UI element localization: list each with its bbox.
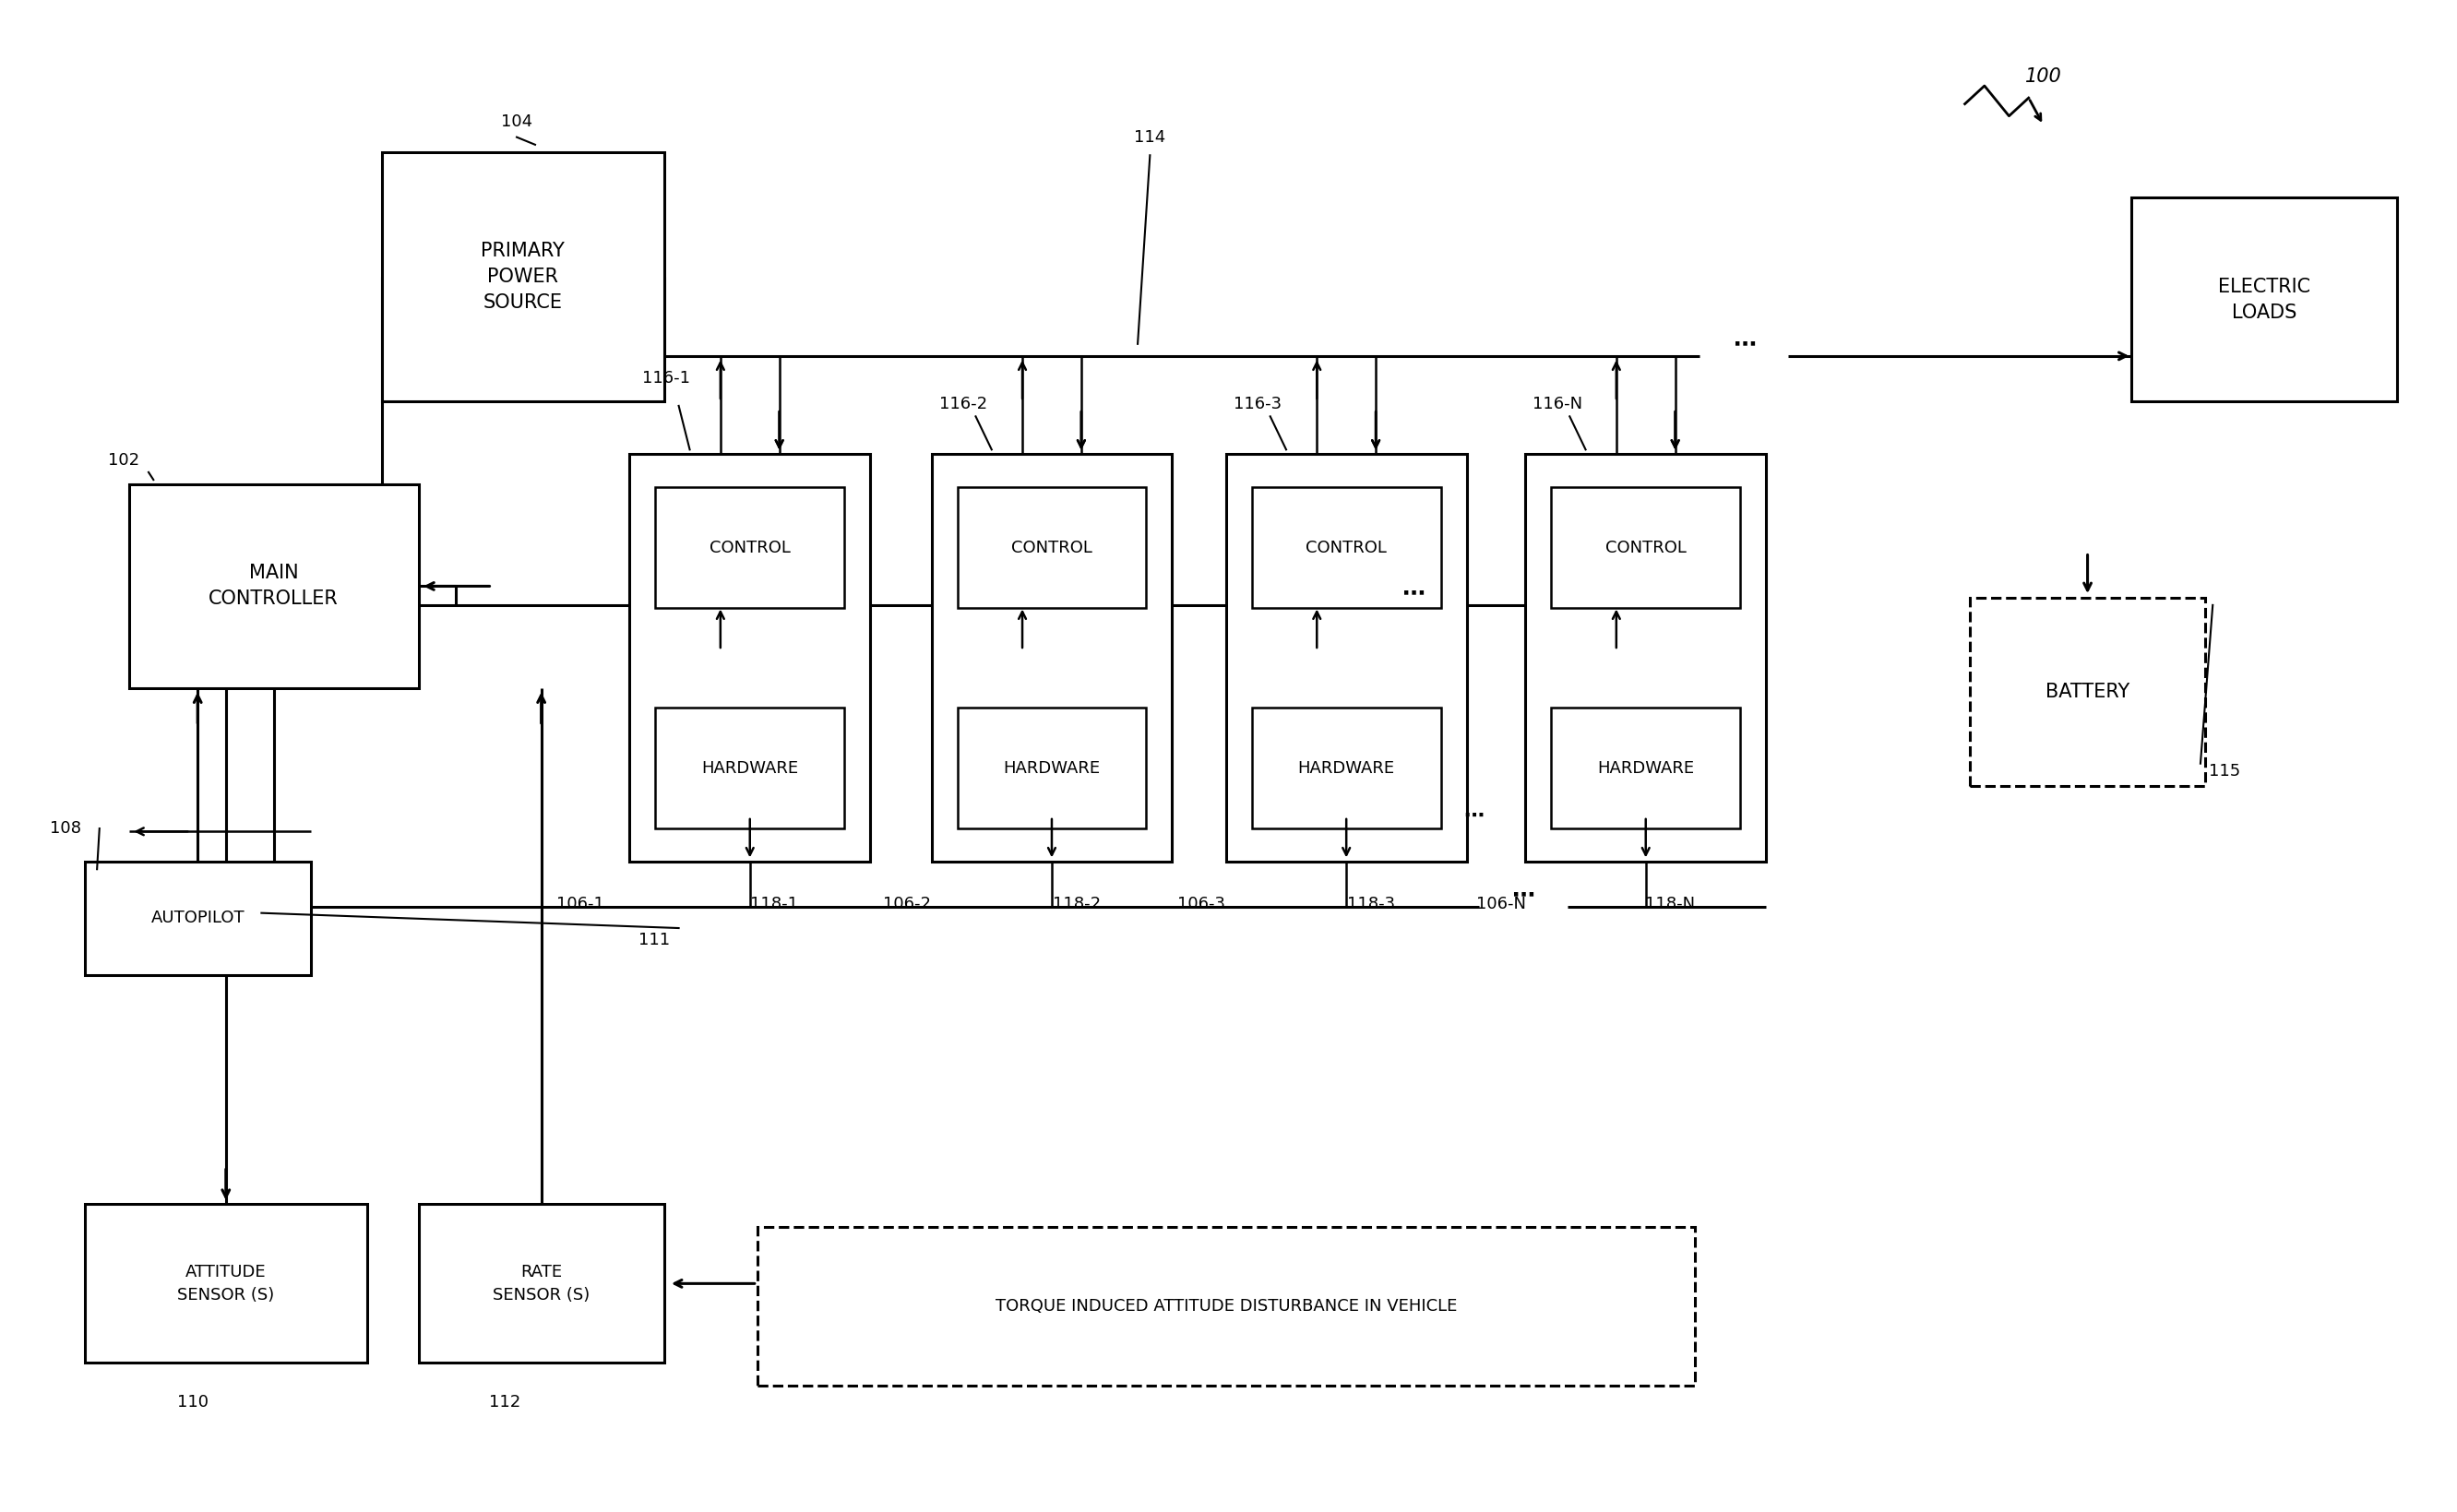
FancyBboxPatch shape	[656, 708, 845, 829]
Text: 106-2: 106-2	[882, 895, 931, 912]
Text: ⋯: ⋯	[1464, 807, 1484, 826]
Text: 104: 104	[501, 113, 533, 130]
FancyBboxPatch shape	[757, 1226, 1695, 1385]
Text: 118-2: 118-2	[1052, 895, 1101, 912]
Text: 100: 100	[2025, 68, 2061, 86]
Text: CONTROL: CONTROL	[1305, 540, 1386, 556]
Text: 118-N: 118-N	[1646, 895, 1695, 912]
FancyBboxPatch shape	[381, 153, 663, 401]
Text: 111: 111	[639, 931, 671, 948]
Text: 116-3: 116-3	[1233, 396, 1283, 413]
Text: HARDWARE: HARDWARE	[1297, 759, 1396, 776]
FancyBboxPatch shape	[958, 708, 1147, 829]
FancyBboxPatch shape	[629, 454, 870, 862]
Text: 118-3: 118-3	[1346, 895, 1396, 912]
Text: ⋯: ⋯	[1511, 885, 1536, 906]
FancyBboxPatch shape	[1226, 454, 1467, 862]
FancyBboxPatch shape	[931, 454, 1172, 862]
Text: HARDWARE: HARDWARE	[700, 759, 799, 776]
FancyBboxPatch shape	[128, 484, 418, 688]
FancyBboxPatch shape	[1251, 708, 1440, 829]
FancyBboxPatch shape	[1251, 487, 1440, 608]
Text: 110: 110	[177, 1394, 209, 1411]
Text: MAIN
CONTROLLER: MAIN CONTROLLER	[209, 564, 339, 608]
Text: CONTROL: CONTROL	[1604, 540, 1686, 556]
FancyBboxPatch shape	[656, 487, 845, 608]
Text: 118-1: 118-1	[749, 895, 799, 912]
FancyBboxPatch shape	[84, 862, 310, 975]
Text: BATTERY: BATTERY	[2047, 682, 2130, 702]
Text: 116-1: 116-1	[641, 370, 690, 387]
Text: ELECTRIC
LOADS: ELECTRIC LOADS	[2219, 277, 2310, 322]
FancyBboxPatch shape	[418, 1204, 663, 1362]
Text: 106-N: 106-N	[1477, 895, 1526, 912]
Text: 112: 112	[489, 1394, 521, 1411]
Text: PRIMARY
POWER
SOURCE: PRIMARY POWER SOURCE	[482, 242, 565, 311]
Text: RATE
SENSOR (S): RATE SENSOR (S)	[494, 1264, 590, 1303]
Text: CONTROL: CONTROL	[1012, 540, 1093, 556]
Text: 106-1: 106-1	[558, 895, 604, 912]
FancyBboxPatch shape	[1550, 708, 1740, 829]
FancyBboxPatch shape	[1550, 487, 1740, 608]
Text: ATTITUDE
SENSOR (S): ATTITUDE SENSOR (S)	[177, 1264, 275, 1303]
Text: 106-3: 106-3	[1177, 895, 1226, 912]
Text: 116-2: 116-2	[939, 396, 988, 413]
FancyBboxPatch shape	[1971, 597, 2206, 786]
Text: HARDWARE: HARDWARE	[1597, 759, 1695, 776]
Text: 102: 102	[108, 452, 140, 469]
Text: 116-N: 116-N	[1533, 396, 1582, 413]
FancyBboxPatch shape	[958, 487, 1147, 608]
Text: 108: 108	[49, 820, 81, 836]
Text: 114: 114	[1135, 129, 1165, 145]
FancyBboxPatch shape	[1526, 454, 1767, 862]
Text: TORQUE INDUCED ATTITUDE DISTURBANCE IN VEHICLE: TORQUE INDUCED ATTITUDE DISTURBANCE IN V…	[995, 1297, 1457, 1314]
Text: ⋯: ⋯	[1400, 582, 1425, 605]
FancyBboxPatch shape	[2133, 198, 2398, 401]
Text: ⋯: ⋯	[1732, 333, 1754, 355]
Text: AUTOPILOT: AUTOPILOT	[150, 910, 246, 927]
FancyBboxPatch shape	[84, 1204, 366, 1362]
Text: HARDWARE: HARDWARE	[1002, 759, 1101, 776]
Text: CONTROL: CONTROL	[710, 540, 791, 556]
Text: 115: 115	[2209, 762, 2241, 779]
